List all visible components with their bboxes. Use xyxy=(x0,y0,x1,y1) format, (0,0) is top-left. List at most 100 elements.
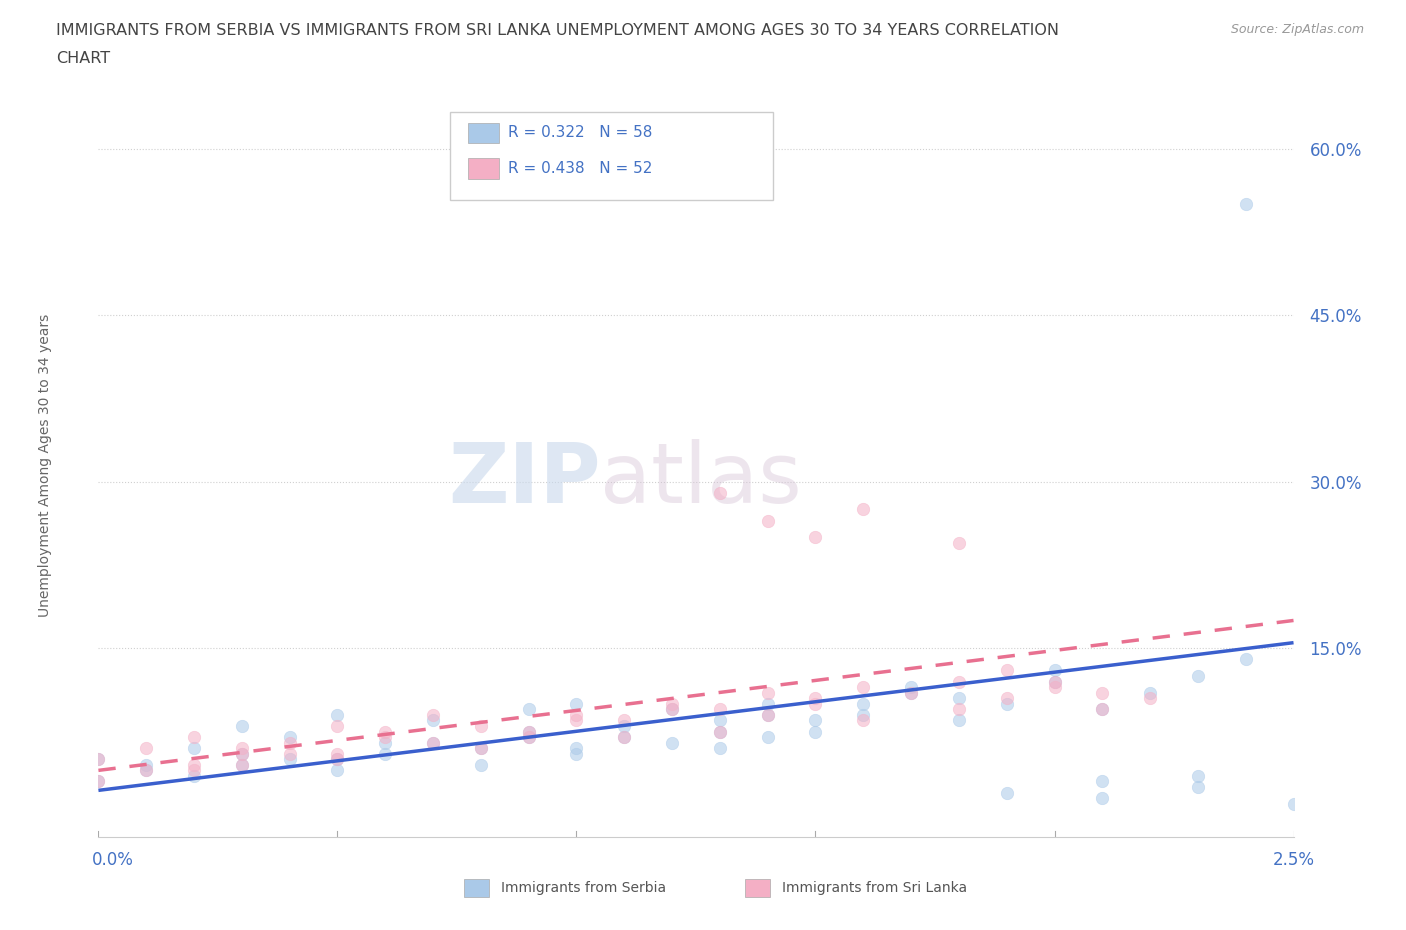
Point xyxy=(422,708,444,723)
Text: Immigrants from Serbia: Immigrants from Serbia xyxy=(501,881,665,896)
Point xyxy=(470,740,492,755)
Point xyxy=(756,708,779,723)
Text: Source: ZipAtlas.com: Source: ZipAtlas.com xyxy=(1230,23,1364,36)
Point xyxy=(231,719,253,734)
Point xyxy=(231,746,253,761)
Point xyxy=(1091,702,1114,717)
Point xyxy=(852,502,875,517)
Point xyxy=(948,674,970,689)
Text: IMMIGRANTS FROM SERBIA VS IMMIGRANTS FROM SRI LANKA UNEMPLOYMENT AMONG AGES 30 T: IMMIGRANTS FROM SERBIA VS IMMIGRANTS FRO… xyxy=(56,23,1059,38)
Point xyxy=(1043,674,1066,689)
Point xyxy=(183,740,205,755)
Point xyxy=(804,697,827,711)
Point xyxy=(517,702,540,717)
Point xyxy=(852,680,875,695)
Point xyxy=(1187,768,1209,783)
Point xyxy=(756,513,779,528)
Point xyxy=(709,485,731,500)
Point xyxy=(1234,652,1257,667)
Point xyxy=(517,730,540,745)
Point xyxy=(756,708,779,723)
Point xyxy=(183,730,205,745)
Point xyxy=(231,740,253,755)
Point xyxy=(900,680,922,695)
Point xyxy=(709,702,731,717)
Point xyxy=(374,724,396,739)
Point xyxy=(87,774,110,789)
Point xyxy=(1091,790,1114,805)
Point xyxy=(661,736,683,751)
Point xyxy=(852,697,875,711)
Point xyxy=(995,691,1018,706)
Point xyxy=(756,730,779,745)
Point xyxy=(661,697,683,711)
Point xyxy=(470,740,492,755)
Point xyxy=(948,713,970,728)
Point xyxy=(613,730,636,745)
Point xyxy=(804,724,827,739)
Point xyxy=(756,697,779,711)
Point xyxy=(1091,774,1114,789)
Point xyxy=(995,697,1018,711)
Point xyxy=(326,746,349,761)
Point xyxy=(804,530,827,545)
Point xyxy=(613,730,636,745)
Point xyxy=(278,730,301,745)
Point xyxy=(87,751,110,766)
Text: Immigrants from Sri Lanka: Immigrants from Sri Lanka xyxy=(782,881,967,896)
Point xyxy=(709,713,731,728)
Point xyxy=(326,763,349,777)
Text: atlas: atlas xyxy=(600,439,801,521)
Point xyxy=(183,757,205,772)
Point xyxy=(948,536,970,551)
Point xyxy=(87,751,110,766)
Point xyxy=(278,751,301,766)
Point xyxy=(565,708,588,723)
Text: 2.5%: 2.5% xyxy=(1272,851,1315,870)
Point xyxy=(326,719,349,734)
Point xyxy=(422,736,444,751)
Point xyxy=(1187,669,1209,684)
Point xyxy=(517,724,540,739)
Point xyxy=(613,719,636,734)
Text: R = 0.322   N = 58: R = 0.322 N = 58 xyxy=(508,126,652,140)
Text: R = 0.438   N = 52: R = 0.438 N = 52 xyxy=(508,161,652,176)
Point xyxy=(135,757,157,772)
Point xyxy=(565,697,588,711)
Point xyxy=(661,702,683,717)
Point xyxy=(995,785,1018,800)
Text: ZIP: ZIP xyxy=(449,439,600,521)
Point xyxy=(135,763,157,777)
Point xyxy=(948,691,970,706)
Point xyxy=(422,713,444,728)
Point xyxy=(1091,685,1114,700)
Point xyxy=(374,746,396,761)
Point xyxy=(565,713,588,728)
Point xyxy=(1282,796,1305,811)
Point xyxy=(231,746,253,761)
Point xyxy=(470,719,492,734)
Point xyxy=(565,746,588,761)
Point xyxy=(278,746,301,761)
Point xyxy=(852,708,875,723)
Point xyxy=(374,730,396,745)
Point xyxy=(1043,680,1066,695)
Point xyxy=(709,740,731,755)
Point xyxy=(183,763,205,777)
Point xyxy=(422,736,444,751)
Point xyxy=(804,691,827,706)
Text: CHART: CHART xyxy=(56,51,110,66)
Text: Unemployment Among Ages 30 to 34 years: Unemployment Among Ages 30 to 34 years xyxy=(38,313,52,617)
Point xyxy=(661,702,683,717)
Point xyxy=(804,713,827,728)
Point xyxy=(517,730,540,745)
Point xyxy=(756,685,779,700)
Point xyxy=(613,713,636,728)
Point xyxy=(565,740,588,755)
Point xyxy=(1234,196,1257,211)
Point xyxy=(1187,779,1209,794)
Point xyxy=(709,724,731,739)
Point xyxy=(1043,663,1066,678)
Point xyxy=(1139,685,1161,700)
Point xyxy=(135,763,157,777)
